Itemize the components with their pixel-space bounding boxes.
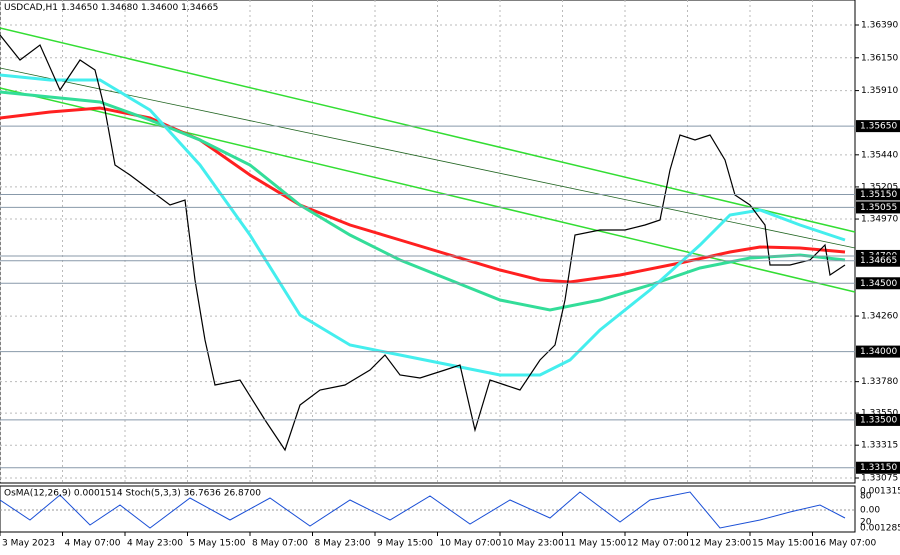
level-label: 1.35150 [860,190,897,200]
time-label: 15 May 15:00 [752,539,814,549]
price-label: 1.33550 [861,409,898,419]
time-label: 12 May 23:00 [690,539,752,549]
price-label: 1.33315 [861,441,898,451]
trend-line [0,27,856,233]
symbol: USDCAD,H1 [4,3,58,13]
symbol-header: USDCAD,H1 1.34650 1.34680 1.34600 1.3466… [4,3,218,13]
time-label: 8 May 23:00 [315,539,371,549]
price-label: 1.36390 [861,21,898,31]
time-label: 5 May 15:00 [190,539,246,549]
price-label: 1.34970 [861,215,898,225]
price-label: 1.35440 [861,150,898,160]
trend-line [0,67,856,249]
price-candles [0,34,846,452]
time-label: 10 May 07:00 [440,539,502,549]
price-pane [0,0,856,484]
time-label: 12 May 07:00 [627,539,689,549]
level-badge [856,254,900,267]
moving-average-cyan [0,73,846,377]
time-label: 16 May 07:00 [815,539,877,549]
indicator-pane [0,485,856,533]
ohlc: 1.34650 1.34680 1.34600 1.34665 [61,3,218,13]
indicator-axis-label: 0.0012851 [860,524,900,534]
indicator-axis-label: 20 [860,518,872,528]
price-label: 1.33780 [861,377,898,387]
price-label: 1.33075 [861,473,898,483]
level-badge [856,188,900,201]
moving-average-red [0,106,846,284]
level-label: 1.33150 [860,463,897,473]
time-label: 4 May 07:00 [65,539,121,549]
indicator-axis-label: 80 [860,492,872,502]
time-label: 8 May 07:00 [252,539,308,549]
time-label: 11 May 15:00 [565,539,627,549]
level-label: 1.34000 [860,347,897,357]
level-badge [856,277,900,290]
level-badge [856,345,900,358]
level-badge [856,413,900,426]
trend-line [0,87,856,293]
level-label: 1.33500 [860,415,897,425]
stochastic-line [0,491,846,529]
grid [0,0,855,483]
time-label: 4 May 23:00 [127,539,183,549]
price-label: 1.36150 [861,53,898,63]
price-label: 1.34260 [861,312,898,322]
level-label: 1.34500 [860,279,897,289]
time-label: 9 May 15:00 [377,539,433,549]
level-label: 1.35055 [860,203,897,213]
time-label: 3 May 2023 [2,539,55,549]
indicator-label: OsMA(12,26,9) 0.0001514 Stoch(5,3,3) 36.… [4,489,261,499]
time-label: 10 May 23:00 [502,539,564,549]
level-badge [856,201,900,214]
price-label: 1.35205 [861,182,898,192]
level-badge [856,120,900,133]
moving-average-green [0,90,846,312]
indicator-axis-label: 0.00 [860,506,880,516]
level-label: 1.35650 [860,122,897,132]
indicator-axis-label: 0.0013158 [860,487,900,497]
level-label: 1.34665 [860,256,897,266]
level-badge [856,461,900,474]
price-label: 1.35910 [861,86,898,96]
